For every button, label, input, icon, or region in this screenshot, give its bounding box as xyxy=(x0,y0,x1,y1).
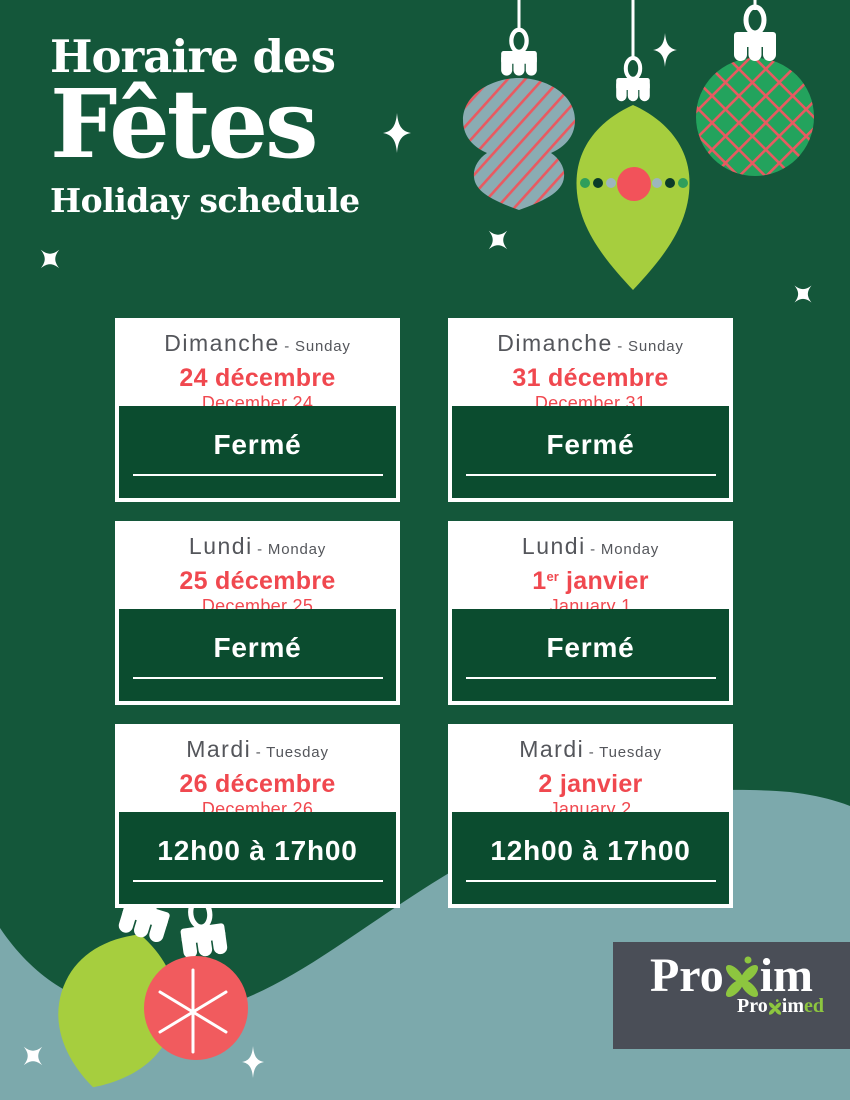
hours-underline xyxy=(465,880,716,882)
day-french: Lundi xyxy=(521,533,586,559)
day-line: Dimanche - Sunday xyxy=(448,330,733,360)
hours-panel: Fermé xyxy=(119,406,396,498)
day-french: Lundi xyxy=(188,533,253,559)
date-french: 31 décembre xyxy=(512,364,669,392)
lattice-bauble-top xyxy=(696,7,814,176)
proximed-tagline: Pro im ed xyxy=(737,996,824,1016)
schedule-card-jan2: Mardi - Tuesday 2 janvier January 2 12h0… xyxy=(448,724,733,908)
schedule-cards-grid: Dimanche - Sunday 24 décembre December 2… xyxy=(115,318,733,908)
card-header: Lundi - Monday 25 décembre December 25 xyxy=(115,521,400,616)
tagline-text-mid: im xyxy=(781,995,804,1017)
card-header: Mardi - Tuesday 26 décembre December 26 xyxy=(115,724,400,819)
date-french: 2 janvier xyxy=(538,770,643,798)
title-french-line2: Fêtes xyxy=(50,68,319,180)
proxim-leaf-x-icon xyxy=(725,956,758,998)
day-line: Dimanche - Sunday xyxy=(115,330,400,360)
proxim-logo: Pro im Pro xyxy=(613,942,850,1049)
tagline-text-accent: ed xyxy=(804,995,824,1017)
date-french: 26 décembre xyxy=(179,770,336,798)
date-french: 25 décembre xyxy=(179,567,336,595)
day-french: Dimanche xyxy=(164,330,280,356)
hours-underline xyxy=(132,880,383,882)
hours-underline xyxy=(132,677,383,679)
hours-text: Fermé xyxy=(546,429,635,460)
title-french-line1: Horaire des xyxy=(50,30,336,83)
hours-text: Fermé xyxy=(213,632,302,663)
hours-underline xyxy=(465,677,716,679)
brand-text-right: im xyxy=(759,949,814,1002)
brand-text-left: Pro xyxy=(649,949,724,1002)
day-english: - Monday xyxy=(257,541,327,558)
hours-panel: 12h00 à 17h00 xyxy=(452,812,729,904)
tagline-text-left: Pro xyxy=(737,995,768,1017)
day-line: Mardi - Tuesday xyxy=(448,736,733,766)
hours-panel: Fermé xyxy=(452,406,729,498)
day-french: Mardi xyxy=(186,736,252,762)
card-header: Dimanche - Sunday 24 décembre December 2… xyxy=(115,318,400,413)
date-french: 24 décembre xyxy=(179,364,336,392)
teardrop-bauble-top xyxy=(576,58,690,290)
hours-panel: Fermé xyxy=(452,609,729,701)
day-english: - Monday xyxy=(590,541,660,558)
day-english: - Sunday xyxy=(284,338,351,355)
day-english: - Sunday xyxy=(617,338,684,355)
proxim-wordmark: Pro im xyxy=(650,952,813,1000)
date-french: 1er janvier xyxy=(532,567,649,595)
day-line: Lundi - Monday xyxy=(448,533,733,563)
schedule-card-dec31: Dimanche - Sunday 31 décembre December 3… xyxy=(448,318,733,502)
schedule-card-dec25: Lundi - Monday 25 décembre December 25 F… xyxy=(115,521,400,705)
day-line: Mardi - Tuesday xyxy=(115,736,400,766)
day-english: - Tuesday xyxy=(255,744,329,761)
card-header: Mardi - Tuesday 2 janvier January 2 xyxy=(448,724,733,819)
hours-panel: 12h00 à 17h00 xyxy=(119,812,396,904)
schedule-card-jan1: Lundi - Monday 1er janvier January 1 Fer… xyxy=(448,521,733,705)
striped-bauble-top xyxy=(463,30,575,210)
ornament-strings xyxy=(517,0,757,58)
teardrop-bauble-bottom xyxy=(58,863,212,1088)
poster-title: Horaire des Fêtes Holiday schedule xyxy=(50,32,360,219)
day-french: Mardi xyxy=(519,736,585,762)
snowflake-bauble-bottom xyxy=(144,897,248,1060)
card-header: Dimanche - Sunday 31 décembre December 3… xyxy=(448,318,733,413)
schedule-card-dec24: Dimanche - Sunday 24 décembre December 2… xyxy=(115,318,400,502)
hours-text: Fermé xyxy=(546,632,635,663)
hours-text: 12h00 à 17h00 xyxy=(490,835,691,866)
day-french: Dimanche xyxy=(497,330,613,356)
hours-underline xyxy=(132,474,383,476)
day-english: - Tuesday xyxy=(588,744,662,761)
hours-underline xyxy=(465,474,716,476)
title-english-subtitle: Holiday schedule xyxy=(50,180,360,220)
card-header: Lundi - Monday 1er janvier January 1 xyxy=(448,521,733,616)
snowflake-icon xyxy=(158,968,228,1054)
schedule-card-dec26: Mardi - Tuesday 26 décembre December 26 … xyxy=(115,724,400,908)
hours-text: Fermé xyxy=(213,429,302,460)
proximed-leaf-x-icon xyxy=(768,998,781,1015)
day-line: Lundi - Monday xyxy=(115,533,400,563)
hours-text: 12h00 à 17h00 xyxy=(157,835,358,866)
hours-panel: Fermé xyxy=(119,609,396,701)
